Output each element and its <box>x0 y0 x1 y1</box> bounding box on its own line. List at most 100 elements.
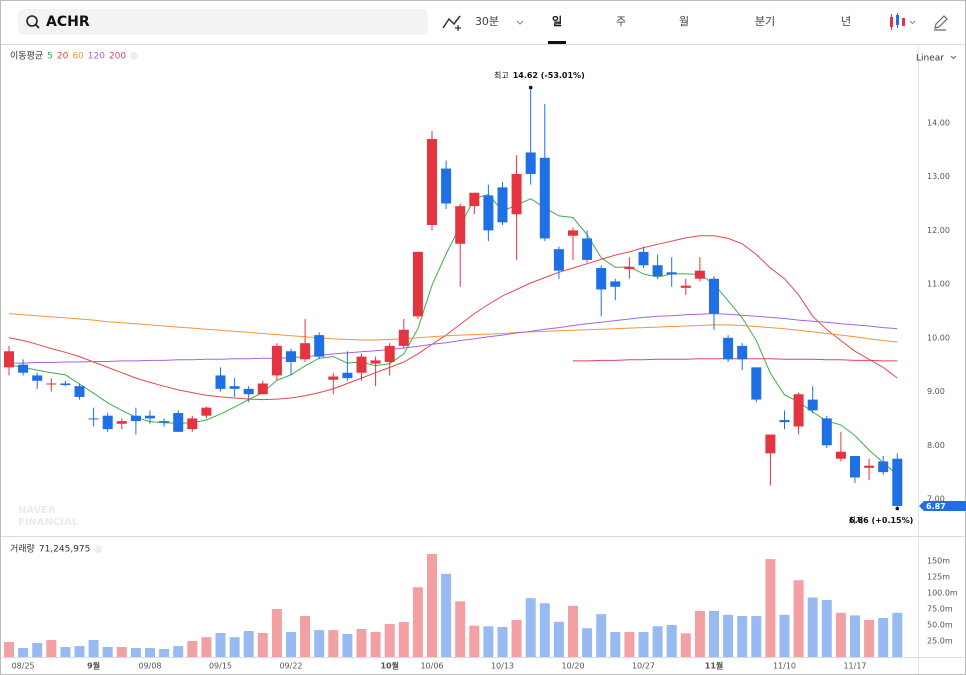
volume-tick-label: 100.0m <box>927 589 958 598</box>
volume-bar <box>469 625 480 657</box>
high-marker <box>528 85 533 90</box>
volume-bar <box>779 614 790 657</box>
legend-entry: 5 <box>47 52 53 62</box>
ma-line <box>8 313 898 343</box>
volume-bar <box>201 637 212 657</box>
candle-body <box>441 168 452 204</box>
volume-bar <box>525 598 536 657</box>
last-price-tag <box>919 500 966 511</box>
candle-body <box>765 434 776 454</box>
legend-close <box>130 52 139 60</box>
volume-bar <box>60 647 71 657</box>
volume-bar <box>102 647 113 657</box>
candle-body <box>145 415 155 419</box>
volume-bar <box>723 614 734 657</box>
volume-bar <box>441 573 452 657</box>
draw-icon[interactable] <box>934 15 948 31</box>
timeframe-tab[interactable]: 년 <box>841 15 851 28</box>
timeframe-tab[interactable]: 분기 <box>755 15 775 28</box>
candle-body <box>483 195 494 231</box>
candle-body <box>596 267 607 290</box>
volume-bar <box>116 647 127 657</box>
volume-tick-label: 25.0m <box>927 637 953 646</box>
y-tick-label: 11.00 <box>927 280 950 289</box>
dropdown-chevron <box>950 55 957 60</box>
candle-body <box>511 173 522 215</box>
volume-bar <box>427 553 437 657</box>
candle-body <box>835 451 846 459</box>
low-label: 최저 <box>849 515 864 525</box>
search-box[interactable] <box>18 9 428 35</box>
legend-close <box>94 545 103 553</box>
dropdown-chevron <box>909 20 916 25</box>
candle-body <box>610 281 621 287</box>
candle-body <box>130 415 141 422</box>
volume-bar <box>737 616 748 657</box>
volume-bar <box>145 648 155 657</box>
volume-bar <box>32 642 43 657</box>
y-tick-label: 12.00 <box>927 226 950 235</box>
volume-bar <box>864 619 875 657</box>
x-tick-label: 09/22 <box>279 662 302 671</box>
candle-body <box>257 383 268 395</box>
candle-body <box>427 139 437 225</box>
candle-body <box>173 413 184 432</box>
volume-bar <box>850 615 860 657</box>
candle-body <box>709 278 719 314</box>
x-tick-label: 9월 <box>87 661 100 671</box>
candle-body <box>455 206 466 244</box>
legend-entry: 60 <box>72 52 84 62</box>
legend-entry: 200 <box>109 52 126 62</box>
candle-body <box>243 388 254 395</box>
search-icon-handle <box>34 23 40 29</box>
volume-bar <box>596 614 607 657</box>
volume-bar <box>497 626 508 657</box>
chart-type-icon[interactable] <box>890 13 916 30</box>
candle-body <box>328 376 339 380</box>
candle-body <box>412 251 423 317</box>
indicator-icon[interactable] <box>442 15 461 29</box>
x-tick-label: 11/17 <box>843 662 866 671</box>
candle-body <box>398 329 409 346</box>
volume-bar <box>709 610 719 657</box>
candle-body <box>568 230 578 236</box>
candle-body <box>779 420 790 423</box>
scale-label[interactable]: Linear <box>916 54 944 64</box>
y-tick-label: 9.00 <box>927 387 945 396</box>
candle-body <box>638 251 649 266</box>
dropdown-chevron <box>516 20 524 25</box>
icon-candle <box>902 18 905 26</box>
candle-body <box>102 415 113 430</box>
candle-body <box>666 272 677 275</box>
y-tick-label: 8.00 <box>927 441 945 450</box>
timeframe-tab[interactable]: 30분 <box>475 15 499 28</box>
volume-tick-label: 75.0m <box>927 605 953 614</box>
ma-line <box>9 313 898 364</box>
ma-line <box>8 193 898 476</box>
volume-tick-label: 125m <box>927 573 950 582</box>
candle-body <box>314 335 325 357</box>
volume-bar <box>342 633 353 657</box>
candle-body <box>878 461 889 473</box>
volume-bar <box>257 633 268 657</box>
candle-body <box>652 265 663 277</box>
timeframe-tab[interactable]: 주 <box>616 15 626 28</box>
volume-bar <box>130 648 141 657</box>
candle-body <box>4 351 14 368</box>
candle-body <box>807 399 818 411</box>
candle-body <box>582 238 593 260</box>
volume-bar <box>680 633 691 657</box>
x-tick-label: 10/20 <box>561 662 584 671</box>
candle-body <box>342 372 353 379</box>
candle-body <box>624 266 635 270</box>
timeframe-tab[interactable]: 월 <box>679 15 689 28</box>
active-tab-underline <box>548 41 566 44</box>
candle-body <box>18 364 29 373</box>
symbol[interactable]: ACHR <box>46 14 90 30</box>
timeframe-tab[interactable]: 일 <box>552 14 562 28</box>
candle-body <box>229 386 240 389</box>
candle-body <box>46 383 57 385</box>
volume-bar <box>286 632 296 657</box>
legend-entry: 120 <box>88 52 105 62</box>
volume-bar <box>187 641 198 657</box>
